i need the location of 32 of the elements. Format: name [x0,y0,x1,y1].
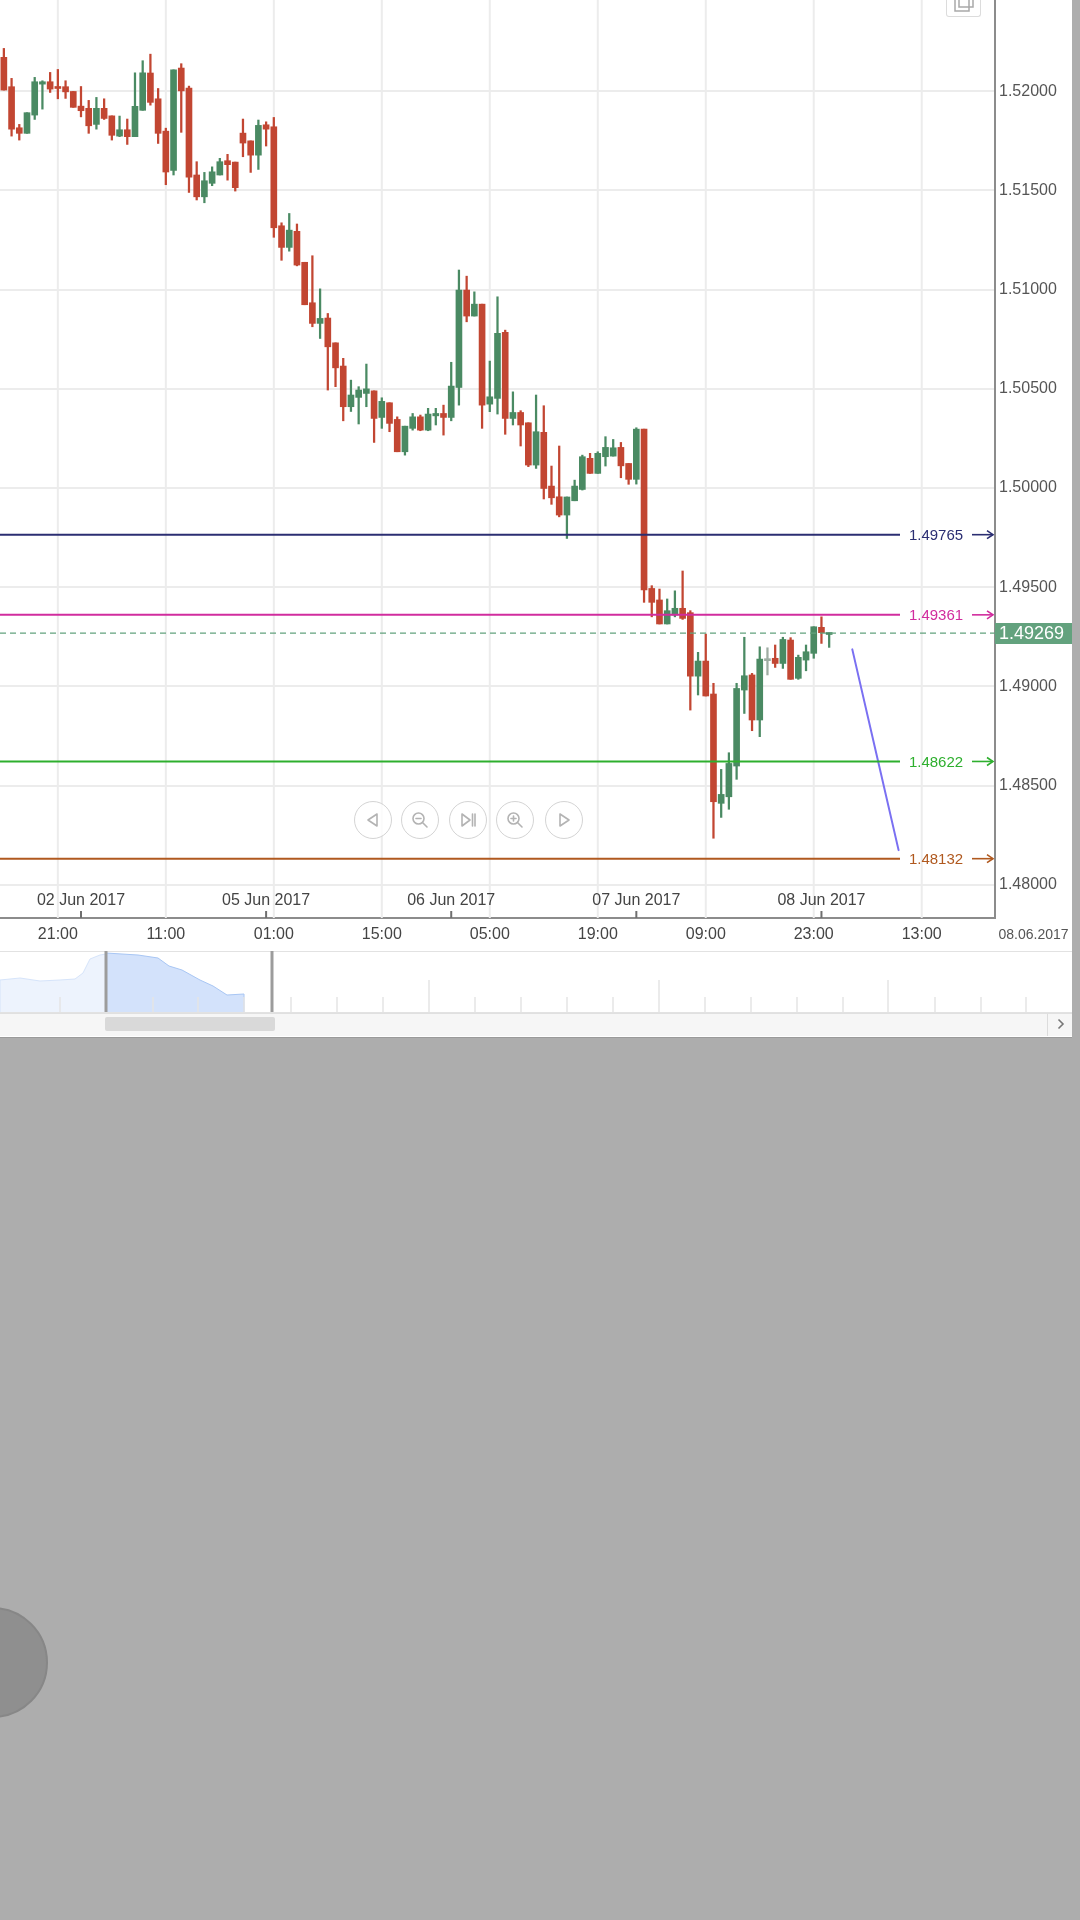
x-tick-label: 06 Jun 2017 [407,891,496,909]
y-tick-label: 1.50500 [999,379,1057,397]
y-tick-label: 1.49500 [999,577,1057,595]
ref-line-label: 1.48622 [908,752,964,770]
x-tick-label: 07 Jun 2017 [592,891,681,909]
ref-line-label: 1.49765 [908,525,964,543]
y-tick-label: 1.51500 [999,180,1057,198]
x-tick-label: 02 Jun 2017 [36,891,126,909]
x-tick-label: 19:00 [577,925,618,943]
y-tick-label: 1.48000 [999,875,1057,893]
y-tick-label: 1.48500 [999,776,1057,794]
x-tick-label: 05:00 [469,925,510,943]
x-tick-label: 01:00 [253,925,294,943]
candlestick [440,404,447,436]
y-tick-label: 1.49000 [999,676,1057,694]
x-tick-label: 08 Jun 2017 [777,891,866,909]
ref-line-label: 1.49269 [999,623,1065,644]
y-tick-label: 1.52000 [999,81,1057,99]
y-tick-label: 1.51000 [999,280,1057,298]
x-tick-label: 21:00 [37,925,78,943]
y-tick-label: 1.50000 [999,478,1057,496]
text: 08.06.2017 [998,925,1069,942]
x-tick-label: 13:00 [901,925,942,943]
x-tick-label: 11:00 [146,925,186,943]
x-tick-label: 09:00 [685,925,726,943]
ref-line-label: 1.49361 [908,605,964,623]
candlestick [764,647,771,676]
candlestick [818,616,825,644]
x-tick-label: 23:00 [793,925,834,943]
x-tick-label: 05 Jun 2017 [222,891,311,909]
x-tick-label: 15:00 [361,925,402,943]
ref-line-label: 1.48132 [908,849,964,867]
